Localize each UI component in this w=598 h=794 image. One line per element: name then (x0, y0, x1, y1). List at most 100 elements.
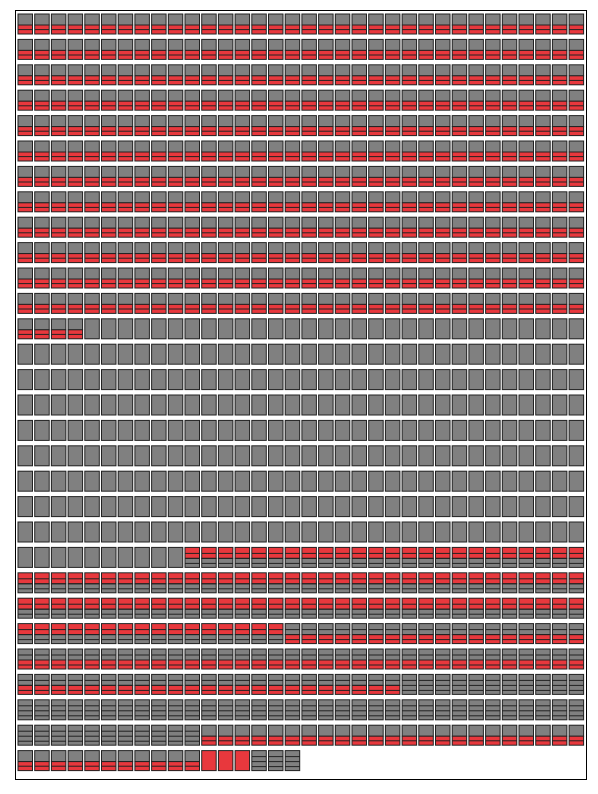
icon (535, 38, 551, 60)
icon (134, 445, 150, 467)
icon (84, 115, 100, 137)
icon (468, 64, 484, 86)
icon (201, 470, 217, 492)
icon (284, 318, 301, 340)
icon-part (234, 419, 251, 441)
icon-part (485, 673, 501, 695)
icon (268, 13, 284, 35)
icon-part (50, 521, 67, 543)
icon-part (17, 267, 33, 280)
icon (568, 369, 585, 391)
icon-part (451, 419, 468, 441)
icon (17, 699, 33, 721)
icon (117, 572, 134, 594)
icon (468, 38, 484, 60)
icon (117, 369, 134, 391)
icon (301, 496, 317, 518)
icon-part (167, 292, 184, 305)
icon (217, 216, 234, 238)
icon-part (468, 521, 484, 543)
icon (284, 572, 301, 594)
icon (451, 115, 468, 137)
icon (151, 242, 167, 264)
icon-part (101, 318, 117, 340)
icon-part (84, 546, 100, 568)
icon (451, 673, 468, 695)
icon-part (551, 267, 568, 280)
icon (334, 191, 351, 213)
icon-part (368, 191, 384, 204)
icon-part (318, 191, 334, 204)
icon-part (384, 165, 401, 178)
icon-part (117, 115, 134, 128)
icon-part (334, 318, 351, 340)
icon-part (117, 292, 134, 305)
icon-part (167, 64, 184, 77)
icon (318, 648, 334, 670)
icon (201, 496, 217, 518)
icon-part (384, 318, 401, 340)
icon-part (418, 140, 434, 153)
icon-part (184, 699, 200, 721)
icon (284, 38, 301, 60)
icon-part (84, 89, 100, 102)
icon-part (384, 64, 401, 77)
icon (485, 64, 501, 86)
icon (468, 318, 484, 340)
icon (351, 242, 367, 264)
icon-part (284, 318, 301, 340)
icon (151, 89, 167, 111)
icon-part (184, 343, 200, 365)
icon-part (201, 242, 217, 255)
icon (501, 13, 518, 35)
icon-part (234, 394, 251, 416)
icon (201, 724, 217, 746)
icon-part (50, 165, 67, 178)
icon (284, 140, 301, 162)
icon (468, 597, 484, 619)
icon (84, 165, 100, 187)
icon (67, 343, 84, 365)
icon-part (17, 343, 33, 365)
icon-part (17, 165, 33, 178)
icon-part (217, 394, 234, 416)
icon-part (334, 292, 351, 305)
icon (184, 64, 200, 86)
icon (117, 38, 134, 60)
icon (84, 419, 100, 441)
icon (435, 242, 451, 264)
icon-part (485, 140, 501, 153)
icon-part (284, 394, 301, 416)
icon (318, 165, 334, 187)
icon (101, 216, 117, 238)
icon-part (201, 750, 217, 772)
icon-part (568, 140, 585, 153)
icon-part (67, 369, 84, 391)
icon (301, 191, 317, 213)
icon (284, 597, 301, 619)
icon-part (468, 165, 484, 178)
icon (518, 115, 534, 137)
icon-part (485, 115, 501, 128)
icon-part (17, 115, 33, 128)
icon-part (418, 242, 434, 255)
icon (451, 165, 468, 187)
icon (101, 318, 117, 340)
icon (435, 419, 451, 441)
icon-part (318, 318, 334, 340)
icon (50, 292, 67, 314)
icon-part (468, 369, 484, 391)
icon-part (251, 191, 267, 204)
icon (451, 648, 468, 670)
icon-part (435, 140, 451, 153)
icon-part (17, 724, 33, 746)
icon-part (234, 216, 251, 229)
icon-part (84, 496, 100, 518)
icon (134, 496, 150, 518)
icon (384, 394, 401, 416)
icon (84, 38, 100, 60)
icon (17, 673, 33, 695)
icon (435, 191, 451, 213)
icon (401, 343, 418, 365)
icon (67, 140, 84, 162)
